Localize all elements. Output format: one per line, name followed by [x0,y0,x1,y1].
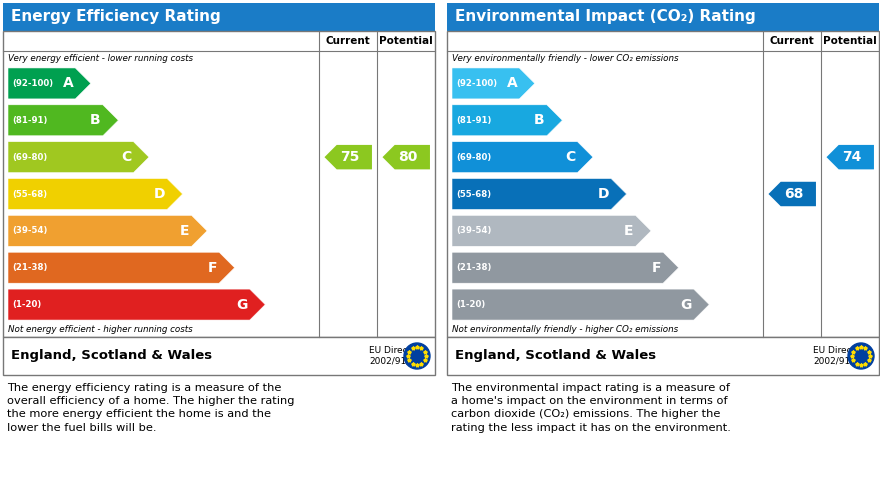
Polygon shape [452,252,678,283]
Polygon shape [452,289,709,320]
Polygon shape [825,144,875,171]
Text: E: E [180,224,189,238]
Text: D: D [598,187,609,201]
Text: EU Directive
2002/91/EC: EU Directive 2002/91/EC [369,346,425,366]
Circle shape [404,343,430,369]
Text: (39-54): (39-54) [12,226,48,235]
Text: (69-80): (69-80) [456,153,491,162]
Text: The environmental impact rating is a measure of
a home's impact on the environme: The environmental impact rating is a mea… [451,383,731,432]
Polygon shape [767,181,817,207]
Bar [3,3,435,31]
Text: Current: Current [770,36,814,46]
Text: Environmental Impact (CO₂) Rating: Environmental Impact (CO₂) Rating [455,9,756,25]
Polygon shape [8,252,235,283]
Text: (39-54): (39-54) [456,226,491,235]
Text: B: B [534,113,545,127]
Polygon shape [381,144,431,171]
Text: G: G [237,298,248,312]
Text: C: C [565,150,576,164]
Bar [447,337,879,375]
Text: F: F [651,261,661,275]
Text: A: A [507,76,517,90]
Polygon shape [452,178,627,210]
Text: Not energy efficient - higher running costs: Not energy efficient - higher running co… [8,325,193,334]
Text: 75: 75 [340,150,359,164]
Polygon shape [8,68,91,99]
Bar [3,31,435,337]
Text: (69-80): (69-80) [12,153,48,162]
Text: B: B [91,113,101,127]
Text: Energy Efficiency Rating: Energy Efficiency Rating [11,9,221,25]
Text: Potential: Potential [379,36,433,46]
Text: EU Directive
2002/91/EC: EU Directive 2002/91/EC [813,346,869,366]
Text: G: G [680,298,692,312]
Text: (81-91): (81-91) [12,116,48,125]
Text: Potential: Potential [823,36,876,46]
Text: (21-38): (21-38) [12,263,48,272]
Text: E: E [624,224,634,238]
Text: D: D [154,187,165,201]
Polygon shape [8,105,118,136]
Circle shape [848,343,874,369]
Polygon shape [8,289,265,320]
Polygon shape [8,215,207,246]
Polygon shape [452,141,593,173]
Text: C: C [121,150,131,164]
Text: (81-91): (81-91) [456,116,491,125]
Text: Not environmentally friendly - higher CO₂ emissions: Not environmentally friendly - higher CO… [452,325,678,334]
Text: (1-20): (1-20) [456,300,485,309]
Text: 80: 80 [398,150,417,164]
Text: (92-100): (92-100) [456,79,497,88]
Polygon shape [452,215,651,246]
Text: A: A [62,76,73,90]
Text: Very environmentally friendly - lower CO₂ emissions: Very environmentally friendly - lower CO… [452,54,678,63]
Text: England, Scotland & Wales: England, Scotland & Wales [11,350,212,362]
Bar [447,31,879,337]
Polygon shape [452,105,562,136]
Bar [447,3,879,31]
Polygon shape [8,141,149,173]
Bar [3,337,435,375]
Text: (55-68): (55-68) [456,189,491,199]
Text: (1-20): (1-20) [12,300,41,309]
Text: (21-38): (21-38) [456,263,491,272]
Polygon shape [452,68,535,99]
Text: Very energy efficient - lower running costs: Very energy efficient - lower running co… [8,54,193,63]
Text: (92-100): (92-100) [12,79,53,88]
Text: F: F [208,261,217,275]
Text: 68: 68 [783,187,803,201]
Text: The energy efficiency rating is a measure of the
overall efficiency of a home. T: The energy efficiency rating is a measur… [7,383,295,432]
Text: 74: 74 [841,150,861,164]
Polygon shape [323,144,373,171]
Text: England, Scotland & Wales: England, Scotland & Wales [455,350,656,362]
Polygon shape [8,178,183,210]
Text: Current: Current [326,36,370,46]
Text: (55-68): (55-68) [12,189,48,199]
